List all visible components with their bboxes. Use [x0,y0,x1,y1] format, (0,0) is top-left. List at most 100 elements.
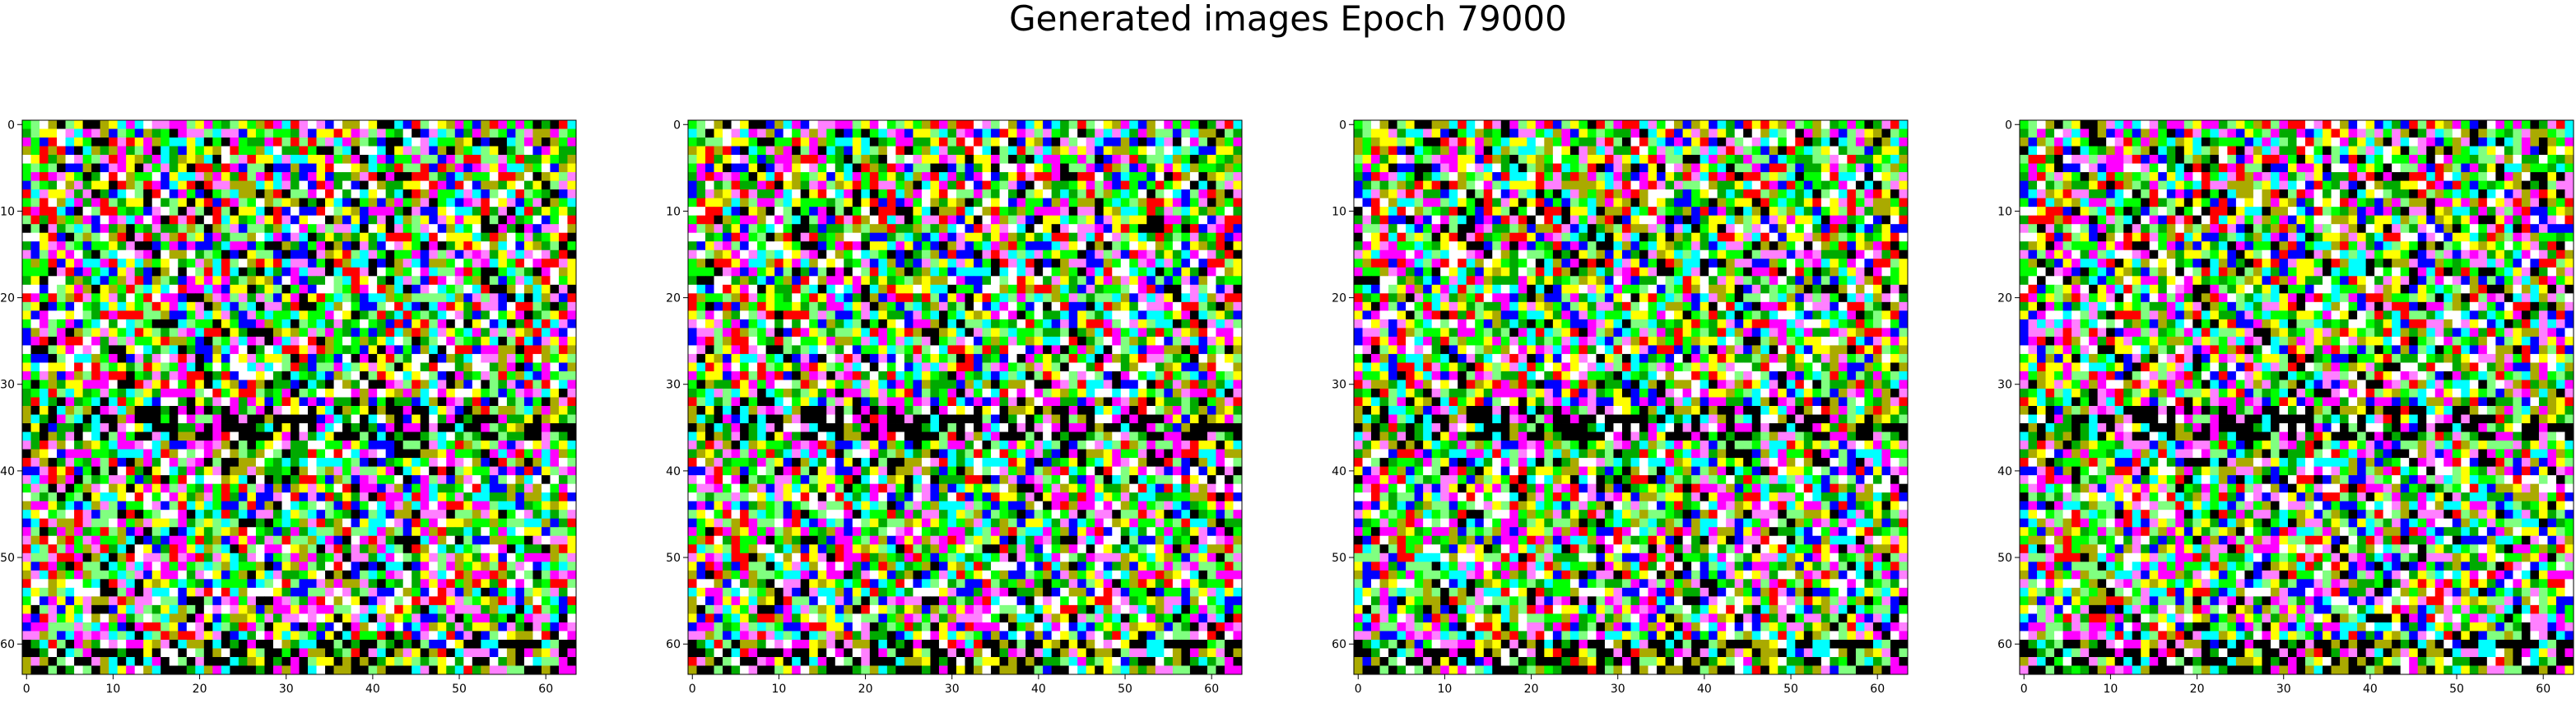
pixel [49,510,58,519]
pixel [195,475,204,484]
pixel [766,120,775,129]
pixel [31,302,40,311]
pixel [983,181,992,190]
pixel [264,389,273,398]
pixel [170,380,179,389]
pixel [498,319,507,329]
pixel [351,544,360,553]
pixel [515,510,524,519]
pixel [965,189,974,198]
pixel [429,233,438,242]
pixel [732,129,741,138]
pixel [421,310,430,319]
pixel [446,155,455,164]
pixel [853,172,862,181]
pixel [490,181,499,190]
pixel [178,622,187,632]
pixel [204,371,213,380]
pixel [230,371,239,380]
pixel [325,441,334,450]
pixel [135,475,144,484]
pixel [377,640,386,649]
pixel [178,406,187,415]
pixel [256,328,265,337]
pixel [49,640,58,649]
pixel [542,302,551,311]
pixel [360,613,369,622]
pixel [195,328,204,337]
pixel [403,129,412,138]
pixel [22,224,31,233]
pixel [160,657,170,666]
pixel [861,233,870,242]
pixel [212,371,221,380]
pixel [187,181,196,190]
pixel [300,519,309,528]
pixel [22,389,31,398]
pixel [317,622,326,632]
pixel [342,665,351,674]
pixel [983,224,992,233]
pixel [947,172,956,181]
pixel [542,241,551,250]
pixel [887,147,896,156]
pixel [74,120,83,129]
pixel [317,276,326,285]
pixel [300,337,309,346]
pixel [947,164,956,173]
pixel [152,129,161,138]
pixel [481,268,490,277]
pixel [412,458,421,467]
pixel [446,475,455,484]
pixel [195,120,204,129]
pixel [463,544,472,553]
pixel [91,380,100,389]
pixel [40,510,49,519]
pixel [446,450,455,459]
pixel [83,492,92,501]
pixel [187,224,196,233]
pixel [118,319,127,329]
pixel [247,224,256,233]
pixel [300,562,309,571]
pixel [421,337,430,346]
pixel [195,484,204,493]
pixel [317,562,326,571]
pixel [317,475,326,484]
pixel [212,665,221,674]
pixel [74,423,83,432]
pixel [844,147,853,156]
pixel [204,138,213,147]
pixel [204,120,213,129]
pixel [143,657,152,666]
pixel [187,328,196,337]
pixel [1129,138,1138,147]
pixel [325,631,334,640]
pixel [118,588,127,597]
pixel [835,164,844,173]
pixel [463,328,472,337]
pixel [118,657,127,666]
pixel [1181,164,1190,173]
pixel [567,250,576,259]
pixel [170,164,179,173]
pixel [490,596,499,605]
pixel [705,207,714,216]
pixel [369,553,378,562]
pixel [532,302,542,311]
pixel [421,268,430,277]
pixel [446,354,455,363]
pixel [195,648,204,657]
pixel [412,250,421,259]
pixel [412,155,421,164]
pixel [178,293,187,302]
pixel [421,250,430,259]
pixel [490,268,499,277]
pixel [334,484,343,493]
pixel [264,181,273,190]
pixel [152,519,161,528]
pixel [204,467,213,476]
pixel [143,354,152,363]
pixel [887,216,896,225]
pixel [1225,224,1234,233]
